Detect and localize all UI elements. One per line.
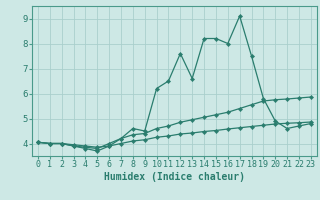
X-axis label: Humidex (Indice chaleur): Humidex (Indice chaleur): [104, 172, 245, 182]
